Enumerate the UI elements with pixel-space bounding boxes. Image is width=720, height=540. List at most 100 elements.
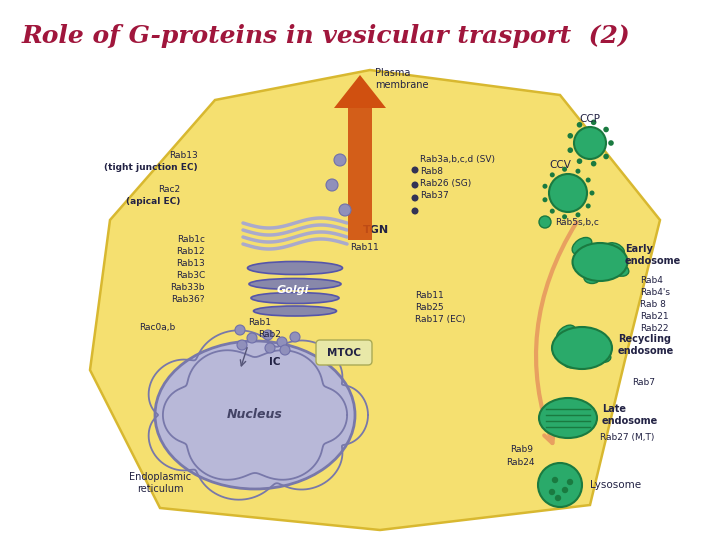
Ellipse shape [253,306,336,316]
Text: Rab33b: Rab33b [171,283,205,292]
Circle shape [603,154,609,159]
Circle shape [567,133,573,139]
Text: Rab4: Rab4 [640,276,663,285]
Ellipse shape [557,325,575,343]
Text: Nucleus: Nucleus [227,408,283,422]
Ellipse shape [572,243,628,281]
Circle shape [538,463,582,507]
Text: Golgi: Golgi [276,285,310,295]
Ellipse shape [588,330,606,346]
Circle shape [591,161,596,166]
Circle shape [575,212,580,217]
Text: (tight junction EC): (tight junction EC) [104,163,198,172]
Circle shape [326,179,338,191]
Text: Rab22: Rab22 [640,324,668,333]
Text: Rab12: Rab12 [176,247,205,256]
Circle shape [290,332,300,342]
Circle shape [339,204,351,216]
Circle shape [412,194,418,201]
Circle shape [603,127,609,132]
Text: Rab36?: Rab36? [171,295,205,304]
Text: Rac0a,b: Rac0a,b [139,323,175,332]
Text: Rab3a,b,c,d (SV): Rab3a,b,c,d (SV) [420,155,495,164]
Text: Rab8: Rab8 [420,167,443,176]
Text: Endoplasmic
reticulum: Endoplasmic reticulum [129,471,191,494]
Circle shape [247,333,257,343]
Circle shape [277,337,287,347]
Polygon shape [334,75,386,108]
Text: CCP: CCP [580,114,600,124]
Text: IC: IC [269,357,281,367]
Text: Rab26 (SG): Rab26 (SG) [420,179,472,188]
Ellipse shape [593,350,611,362]
Text: Role of G-proteins in vesicular trasport  (2): Role of G-proteins in vesicular trasport… [22,24,631,48]
Text: Rab25: Rab25 [415,303,444,312]
Circle shape [542,184,547,189]
Text: Rab17 (EC): Rab17 (EC) [415,315,466,324]
Circle shape [567,147,573,153]
Circle shape [412,207,418,214]
Circle shape [555,495,561,501]
Ellipse shape [155,341,355,489]
Text: Rab9: Rab9 [510,445,533,454]
Text: Early
endosome: Early endosome [625,244,681,266]
Circle shape [577,158,582,164]
Circle shape [263,330,273,340]
Circle shape [574,127,606,159]
Ellipse shape [606,243,624,257]
Circle shape [567,479,573,485]
Ellipse shape [584,273,600,284]
Ellipse shape [572,238,592,254]
Circle shape [412,166,418,173]
Circle shape [585,178,590,183]
Text: Rab24: Rab24 [506,458,534,467]
Circle shape [575,168,580,174]
Text: Rab 8: Rab 8 [640,300,666,309]
Circle shape [549,489,555,495]
Circle shape [539,216,551,228]
Text: Recycling
endosome: Recycling endosome [618,334,674,356]
Text: Rab21: Rab21 [640,312,669,321]
Circle shape [562,214,567,219]
Circle shape [412,181,418,188]
Text: Rab11: Rab11 [350,243,379,252]
Text: Rab1: Rab1 [248,318,271,327]
Text: (apical EC): (apical EC) [125,197,180,206]
Circle shape [550,208,555,214]
Circle shape [562,487,568,493]
Text: Rab11: Rab11 [415,291,444,300]
Circle shape [549,174,587,212]
Circle shape [550,172,555,177]
Text: CCV: CCV [549,160,571,170]
Polygon shape [90,70,660,530]
Circle shape [585,204,590,208]
Text: Rab5s,b,c: Rab5s,b,c [555,218,599,226]
Text: Rab7: Rab7 [632,378,655,387]
Text: Rab13: Rab13 [176,259,205,268]
Ellipse shape [249,279,341,289]
Text: Rab37: Rab37 [420,191,449,200]
Circle shape [542,197,547,202]
Text: Rab13: Rab13 [169,151,198,160]
Circle shape [265,343,275,353]
Text: TGN: TGN [363,225,389,235]
Circle shape [237,340,247,350]
Circle shape [577,122,582,127]
Circle shape [235,325,245,335]
Ellipse shape [248,261,343,274]
Circle shape [552,477,558,483]
Text: Plasma
membrane: Plasma membrane [375,68,428,90]
Text: Late
endosome: Late endosome [602,404,658,426]
Text: Rab2: Rab2 [258,330,281,339]
Ellipse shape [251,293,339,303]
Circle shape [562,167,567,172]
Text: MTOC: MTOC [327,348,361,358]
Text: Rab3C: Rab3C [176,271,205,280]
Ellipse shape [552,327,612,369]
Circle shape [280,345,290,355]
Text: Lysosome: Lysosome [590,480,641,490]
Ellipse shape [563,356,581,368]
Ellipse shape [539,398,597,438]
Text: Rab4's: Rab4's [640,288,670,297]
Ellipse shape [611,264,629,276]
